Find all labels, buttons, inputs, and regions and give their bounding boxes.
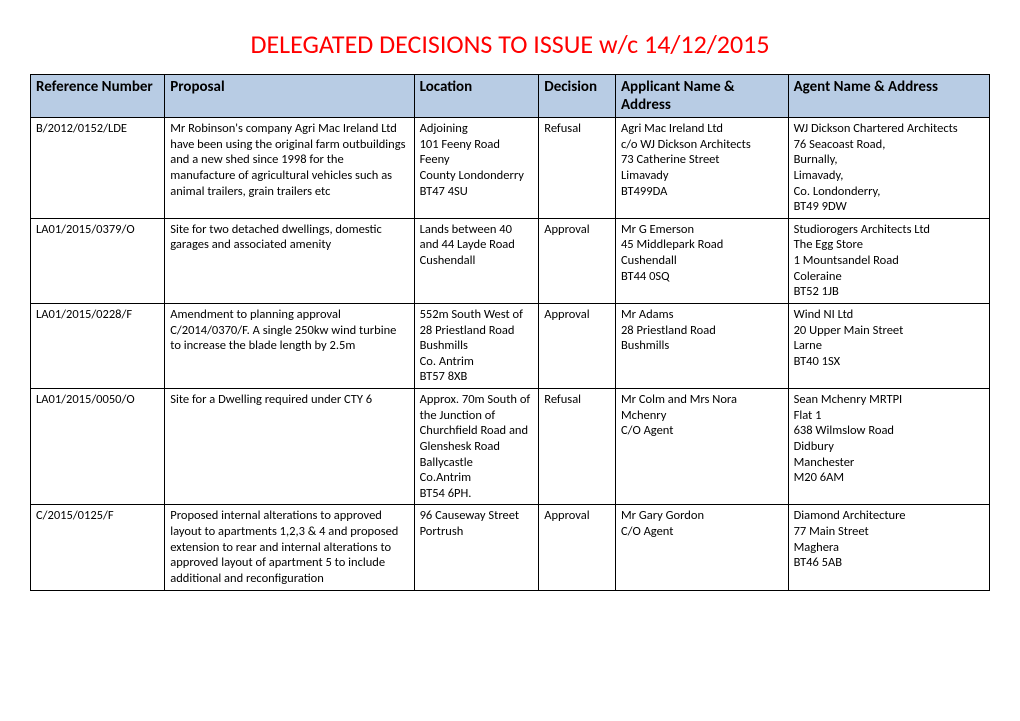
col-header: Agent Name & Address [788,75,989,118]
table-row: LA01/2015/0379/OSite for two detached dw… [31,218,990,303]
cell-proposal: Amendment to planning approval C/2014/03… [165,303,414,388]
cell-agent: WJ Dickson Chartered Architects 76 Seaco… [788,118,989,219]
cell-location: 552m South West of 28 Priestland Road Bu… [414,303,539,388]
cell-decision: Refusal [539,118,616,219]
cell-decision: Approval [539,218,616,303]
cell-decision: Approval [539,303,616,388]
col-header: Proposal [165,75,414,118]
cell-ref: LA01/2015/0050/O [31,389,165,505]
cell-location: Approx. 70m South of the Junction of Chu… [414,389,539,505]
cell-agent: Wind NI Ltd 20 Upper Main Street Larne B… [788,303,989,388]
cell-proposal: Proposed internal alterations to approve… [165,505,414,590]
cell-location: Adjoining 101 Feeny Road Feeny County Lo… [414,118,539,219]
decisions-table: Reference NumberProposalLocationDecision… [30,74,990,591]
col-header: Reference Number [31,75,165,118]
cell-applicant: Agri Mac Ireland Ltd c/o WJ Dickson Arch… [615,118,788,219]
col-header: Decision [539,75,616,118]
cell-proposal: Site for two detached dwellings, domesti… [165,218,414,303]
cell-proposal: Mr Robinson's company Agri Mac Ireland L… [165,118,414,219]
table-row: C/2015/0125/FProposed internal alteratio… [31,505,990,590]
cell-applicant: Mr Gary Gordon C/O Agent [615,505,788,590]
cell-applicant: Mr Adams 28 Priestland Road Bushmills [615,303,788,388]
cell-agent: Sean Mchenry MRTPI Flat 1 638 Wilmslow R… [788,389,989,505]
cell-location: Lands between 40 and 44 Layde Road Cushe… [414,218,539,303]
cell-ref: LA01/2015/0228/F [31,303,165,388]
cell-location: 96 Causeway Street Portrush [414,505,539,590]
cell-decision: Approval [539,505,616,590]
cell-applicant: Mr Colm and Mrs Nora Mchenry C/O Agent [615,389,788,505]
cell-decision: Refusal [539,389,616,505]
cell-applicant: Mr G Emerson 45 Middlepark Road Cushenda… [615,218,788,303]
cell-agent: Diamond Architecture 77 Main Street Magh… [788,505,989,590]
table-header-row: Reference NumberProposalLocationDecision… [31,75,990,118]
table-row: B/2012/0152/LDEMr Robinson's company Agr… [31,118,990,219]
cell-proposal: Site for a Dwelling required under CTY 6 [165,389,414,505]
page-title: DELEGATED DECISIONS TO ISSUE w/c 14/12/2… [30,28,990,60]
cell-ref: LA01/2015/0379/O [31,218,165,303]
table-row: LA01/2015/0228/FAmendment to planning ap… [31,303,990,388]
cell-ref: C/2015/0125/F [31,505,165,590]
cell-ref: B/2012/0152/LDE [31,118,165,219]
col-header: Applicant Name & Address [615,75,788,118]
cell-agent: Studiorogers Architects Ltd The Egg Stor… [788,218,989,303]
table-row: LA01/2015/0050/OSite for a Dwelling requ… [31,389,990,505]
col-header: Location [414,75,539,118]
